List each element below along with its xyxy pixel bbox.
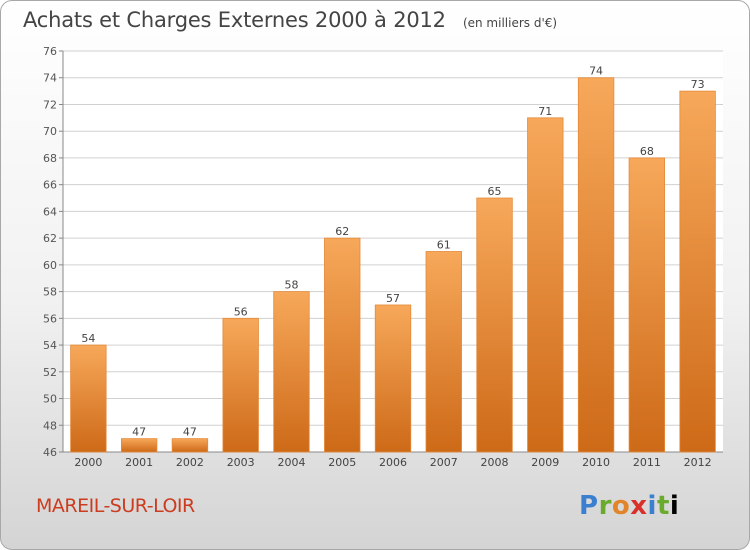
chart-subtitle: (en milliers d'€): [462, 16, 558, 30]
chart-title: Achats et Charges Externes 2000 à 2012: [23, 8, 446, 32]
bar-2011: [628, 157, 666, 453]
y-tick-label: 60: [43, 259, 57, 272]
title-row: Achats et Charges Externes 2000 à 2012 (…: [23, 8, 557, 32]
bar-2006: [374, 304, 412, 453]
bar-2007: [425, 251, 462, 453]
data-label: 47: [132, 426, 146, 439]
bar-2001: [120, 438, 158, 453]
y-tick-label: 62: [43, 232, 57, 245]
x-tick-label: 2002: [176, 456, 204, 469]
x-tick-label: 2006: [379, 456, 407, 469]
x-tick-label: 2004: [277, 456, 305, 469]
x-tick-label: 2009: [531, 456, 559, 469]
y-tick-label: 50: [43, 393, 57, 406]
x-tick-label: 2003: [227, 456, 255, 469]
data-label: 65: [488, 185, 502, 198]
x-tick-label: 2012: [684, 456, 712, 469]
y-tick-label: 76: [43, 45, 57, 58]
data-label: 58: [284, 279, 298, 292]
data-label: 74: [589, 65, 603, 78]
y-tick-label: 66: [43, 179, 57, 192]
x-tick-label: 2007: [430, 456, 458, 469]
proxiti-logo: Proxiti: [579, 491, 680, 521]
bar-2005: [324, 237, 361, 453]
y-tick-label: 56: [43, 312, 57, 325]
bar-2009: [527, 117, 564, 453]
x-tick-label: 2010: [582, 456, 610, 469]
data-label: 73: [691, 78, 705, 91]
x-tick-label: 2005: [328, 456, 356, 469]
y-tick-label: 64: [43, 205, 57, 218]
data-label: 47: [183, 426, 197, 439]
data-label: 71: [538, 105, 552, 118]
town-name: MAREIL-SUR-LOIR: [36, 495, 195, 517]
y-tick-label: 46: [43, 446, 57, 459]
y-tick-label: 68: [43, 152, 57, 165]
data-label: 54: [81, 332, 95, 345]
data-label: 56: [234, 305, 248, 318]
x-tick-label: 2001: [125, 456, 153, 469]
y-tick-label: 72: [43, 98, 57, 111]
bar-2010: [577, 77, 615, 453]
bar-2004: [273, 291, 310, 453]
bar-2000: [70, 344, 107, 453]
x-tick-label: 2000: [74, 456, 102, 469]
bar-2012: [679, 90, 716, 453]
y-tick-label: 58: [43, 286, 57, 299]
x-tick-label: 2008: [481, 456, 509, 469]
data-label: 62: [335, 225, 349, 238]
data-label: 68: [640, 145, 654, 158]
bar-2003: [222, 317, 259, 453]
x-tick-label: 2011: [633, 456, 661, 469]
bar-2002: [171, 438, 209, 453]
y-tick-label: 70: [43, 125, 57, 138]
data-label: 57: [386, 292, 400, 305]
y-tick-label: 54: [43, 339, 57, 352]
bar-2008: [476, 197, 513, 453]
data-label: 61: [437, 239, 451, 252]
y-tick-label: 74: [43, 72, 57, 85]
y-tick-label: 52: [43, 366, 57, 379]
y-tick-label: 48: [43, 419, 57, 432]
